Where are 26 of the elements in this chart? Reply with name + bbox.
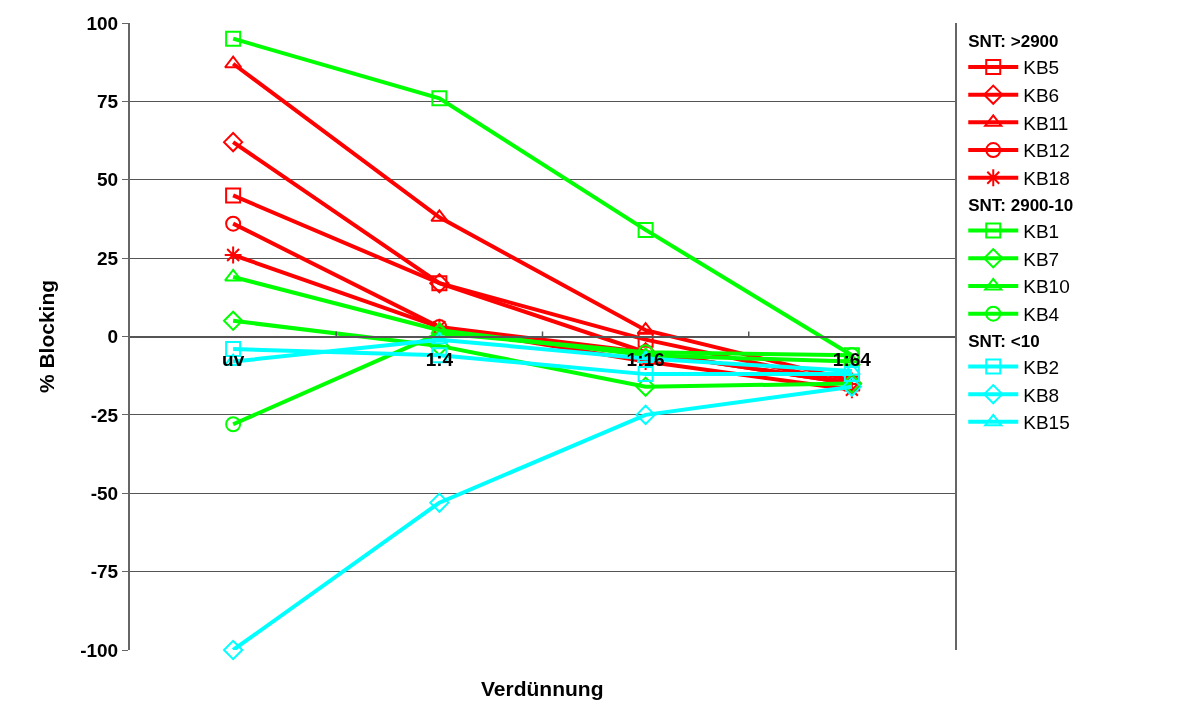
y-axis-title: % Blocking — [34, 279, 58, 394]
legend-label: KB5 — [1023, 57, 1060, 79]
legend-label: KB4 — [1023, 304, 1060, 326]
legend-label: KB15 — [1023, 412, 1070, 434]
legend-label: KB18 — [1023, 168, 1070, 190]
y-tick-label: 100 — [86, 12, 119, 34]
text: SNT: <10 — [968, 331, 1040, 351]
legend-label: KB8 — [1023, 384, 1060, 406]
y-tick-label: 25 — [97, 247, 119, 269]
text: SNT: >2900 — [968, 32, 1059, 52]
y-tick-label: 75 — [97, 91, 119, 113]
y-tick-label: -75 — [90, 561, 119, 583]
legend-label: KB11 — [1023, 112, 1069, 134]
y-tick-label: 50 — [97, 169, 119, 191]
text: SNT: 2900-10 — [968, 195, 1074, 215]
y-tick-label: -25 — [90, 404, 119, 426]
legend-label: KB7 — [1023, 248, 1060, 270]
y-tick-label: -100 — [80, 639, 119, 661]
legend-label: KB6 — [1023, 85, 1060, 107]
legend-label: KB10 — [1023, 276, 1070, 298]
y-tick-label: -50 — [90, 482, 119, 504]
legend-label: KB1 — [1023, 220, 1060, 242]
legend-label: KB12 — [1023, 140, 1070, 162]
x-axis-title: Verdünnung — [481, 677, 604, 700]
y-tick-label: 0 — [107, 326, 119, 348]
legend-label: KB2 — [1023, 356, 1060, 378]
